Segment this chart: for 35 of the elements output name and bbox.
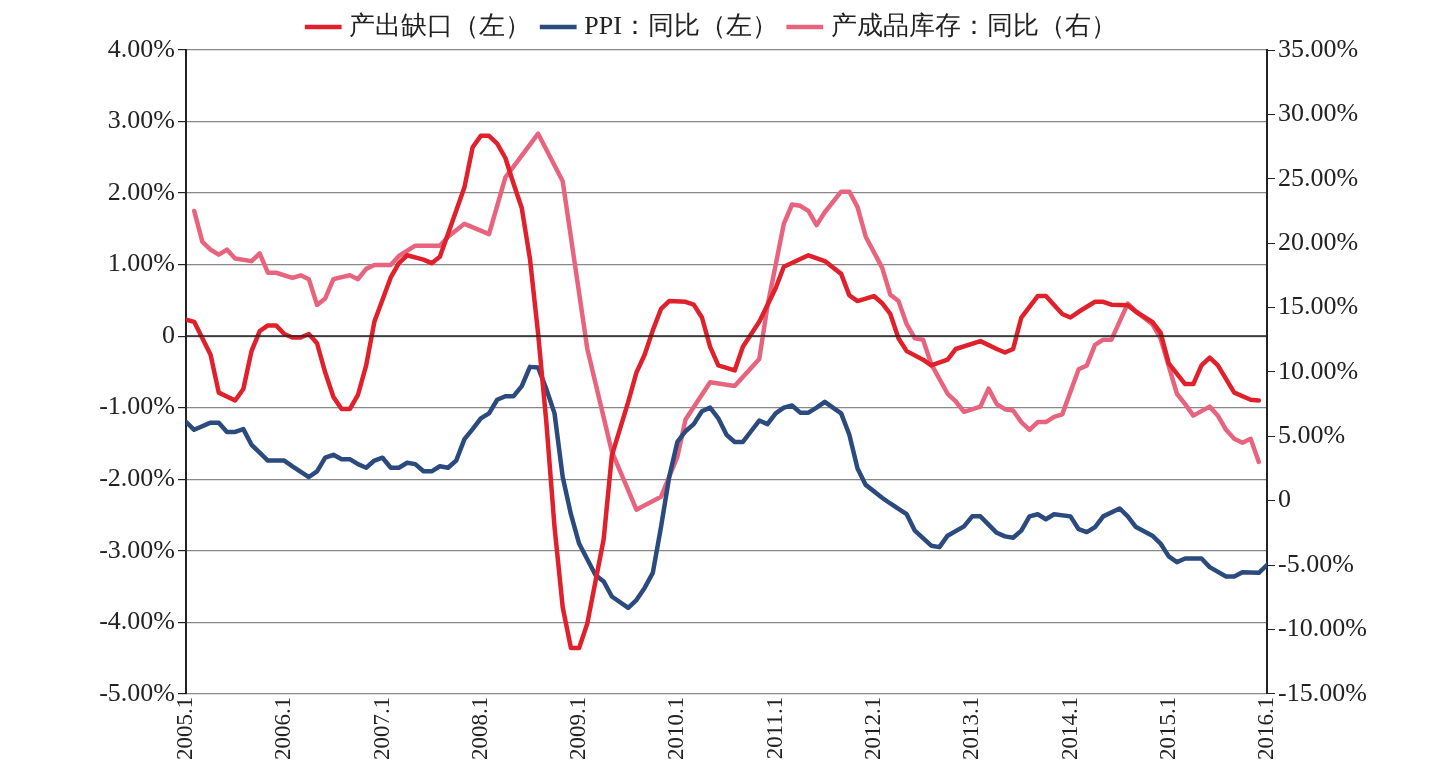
x-tick-label: 2007.1: [368, 696, 394, 760]
y2-tick-label: 15.00%: [1278, 291, 1359, 321]
y-tick-label: 0: [162, 319, 175, 349]
y2-tick-label: -5.00%: [1278, 548, 1354, 578]
x-tick-label: 2010.1: [663, 696, 689, 760]
x-tick-label: 2008.1: [466, 696, 492, 760]
x-tick-label: 2015.1: [1154, 696, 1180, 760]
legend-label: 产出缺口（左）: [349, 10, 532, 40]
y-tick-label: -5.00%: [99, 677, 175, 707]
y2-tick-label: 20.00%: [1278, 226, 1359, 256]
legend-label: PPI：同比（左）: [584, 10, 778, 40]
x-tick-label: 2009.1: [565, 696, 591, 760]
x-tick-label: 2016.1: [1253, 696, 1279, 760]
y2-tick-label: 35.00%: [1278, 33, 1359, 63]
legend-label: 产成品库存：同比（右）: [830, 10, 1117, 40]
y-tick-label: 4.00%: [107, 33, 175, 63]
x-tick-label: 2014.1: [1056, 696, 1082, 760]
y2-tick-label: 30.00%: [1278, 98, 1359, 128]
x-tick-label: 2006.1: [270, 696, 296, 760]
y2-tick-label: -15.00%: [1278, 677, 1367, 707]
x-tick-label: 2012.1: [859, 696, 885, 760]
y-tick-label: -1.00%: [99, 391, 175, 421]
y-tick-label: -4.00%: [99, 606, 175, 636]
y2-tick-label: 25.00%: [1278, 162, 1359, 192]
x-tick-label: 2011.1: [761, 696, 787, 760]
y2-tick-label: 5.00%: [1278, 420, 1346, 450]
y-tick-label: -3.00%: [99, 534, 175, 564]
y-tick-label: 2.00%: [107, 176, 175, 206]
y-tick-label: -2.00%: [99, 462, 175, 492]
y-tick-label: 1.00%: [107, 248, 175, 278]
y2-tick-label: 0: [1278, 484, 1291, 514]
y2-tick-label: -10.00%: [1278, 613, 1367, 643]
y2-tick-label: 10.00%: [1278, 355, 1359, 385]
y-tick-label: 3.00%: [107, 105, 175, 135]
x-tick-label: 2013.1: [958, 696, 984, 760]
